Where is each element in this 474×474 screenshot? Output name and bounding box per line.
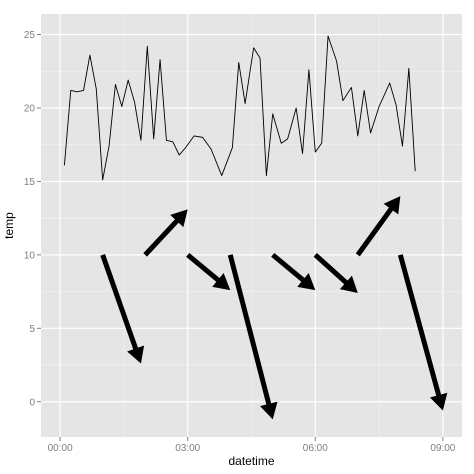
arrow-shaft: [397, 254, 442, 398]
arrow-shaft: [227, 254, 272, 407]
arrow-head: [383, 196, 401, 215]
arrow: [186, 252, 231, 291]
arrow-head: [260, 401, 278, 420]
arrow-shaft: [143, 217, 180, 257]
arrow-head: [170, 209, 188, 228]
y-tick-label: 25: [24, 30, 36, 41]
arrow-layer: [100, 196, 448, 420]
x-tick-label: 06:00: [303, 443, 328, 454]
arrow-shaft: [100, 254, 139, 352]
arrow-head: [297, 272, 316, 291]
arrow: [100, 254, 145, 364]
arrow: [313, 253, 358, 294]
arrow: [271, 252, 316, 291]
arrow-shaft: [186, 252, 222, 284]
x-axis-title: datetime: [228, 454, 274, 468]
series-layer: [63, 35, 416, 181]
major-gridlines: [41, 14, 462, 437]
arrow: [143, 209, 188, 257]
arrow-head: [212, 272, 231, 291]
series-line: [63, 35, 416, 181]
arrow-head: [339, 275, 358, 294]
arrow-shaft: [313, 253, 350, 286]
x-tick-label: 00:00: [48, 443, 73, 454]
x-tick-label: 03:00: [175, 443, 200, 454]
arrow: [227, 254, 278, 420]
arrow-head: [429, 392, 448, 411]
y-axis: 0 5 10 15 20 25: [24, 30, 41, 408]
y-tick-label: 5: [29, 324, 35, 335]
arrow: [355, 196, 401, 257]
arrow-shaft: [271, 252, 307, 284]
y-tick-label: 10: [24, 250, 36, 261]
arrow-shaft: [355, 205, 395, 257]
arrow-head: [127, 345, 145, 364]
y-tick-label: 0: [29, 397, 35, 408]
y-tick-label: 15: [24, 177, 36, 188]
x-axis: 00:00 03:00 06:00 09:00: [48, 437, 456, 454]
y-tick-label: 20: [24, 104, 36, 115]
arrow: [397, 254, 448, 411]
x-tick-label: 09:00: [430, 443, 455, 454]
y-axis-title: temp: [2, 212, 16, 239]
